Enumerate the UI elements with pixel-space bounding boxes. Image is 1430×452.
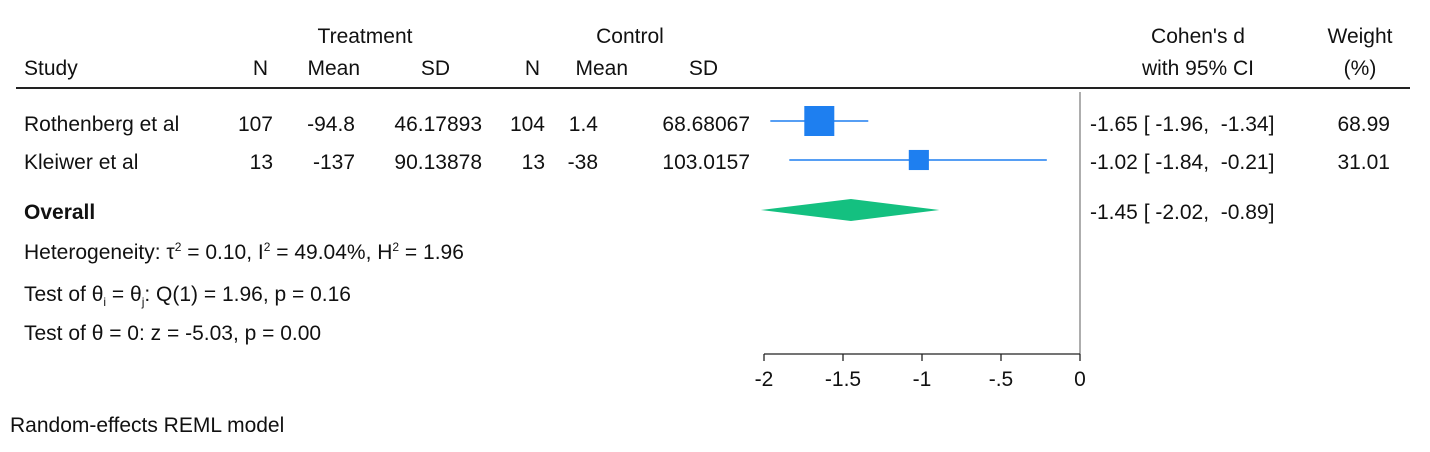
control-mean-header: Mean [575,57,628,80]
treatment-mean: -137 [312,151,355,174]
study-column-header: Study [24,57,78,80]
effect-header-line2: with 95% CI [1141,57,1255,80]
homogeneity-test: Test of θi = θj: Q(1) = 1.96, p = 0.16 [24,283,351,310]
study-weight: 31.01 [1337,151,1390,174]
treatment-sd-header: SD [420,57,450,80]
control-header: Control [596,25,664,48]
study-effect-ci: -1.02 [ -1.84, -0.21] [1090,151,1275,174]
overall-effect-test: Test of θ = 0: z = -5.03, p = 0.00 [24,322,322,345]
x-axis-tick-label: -.5 [989,368,1014,391]
treatment-sd: 46.17893 [394,113,482,136]
treatment-n: 13 [249,151,273,174]
study-name: Rothenberg et al [24,113,180,136]
treatment-mean-header: Mean [307,57,360,80]
treatment-n-header: N [252,57,268,80]
study-name: Kleiwer et al [24,151,139,174]
heterogeneity-stats: Heterogeneity: τ2 = 0.10, I2 = 49.04%, H… [24,240,464,264]
treatment-header: Treatment [317,25,413,48]
header-rule [16,87,1410,89]
control-n: 13 [521,151,545,174]
study-weight: 68.99 [1337,113,1390,136]
treatment-mean: -94.8 [307,113,355,136]
treatment-n: 107 [237,113,273,136]
weight-header-line1: Weight [1327,25,1393,48]
model-note: Random-effects REML model [10,414,285,437]
control-sd-header: SD [688,57,718,80]
x-axis-tick-label: -2 [755,368,774,391]
x-axis-tick-label: -1.5 [825,368,861,391]
control-sd: 103.0157 [662,151,750,174]
control-mean: 1.4 [568,113,598,136]
overall-label: Overall [24,201,96,224]
x-axis-tick-label: 0 [1074,368,1086,391]
x-axis-tick-label: -1 [913,368,932,391]
effect-header-line1: Cohen's d [1151,25,1245,48]
control-n: 104 [509,113,545,136]
overall-effect-ci: -1.45 [ -2.02, -0.89] [1090,201,1275,224]
overall-effect-diamond [760,199,940,221]
treatment-sd: 90.13878 [394,151,482,174]
control-mean: -38 [567,151,598,174]
control-n-header: N [524,57,540,80]
study-effect-ci: -1.65 [ -1.96, -1.34] [1090,113,1275,136]
control-sd: 68.68067 [662,113,750,136]
study-effect-marker [804,106,835,136]
weight-header-line2: (%) [1343,57,1377,80]
study-effect-marker [908,149,929,171]
